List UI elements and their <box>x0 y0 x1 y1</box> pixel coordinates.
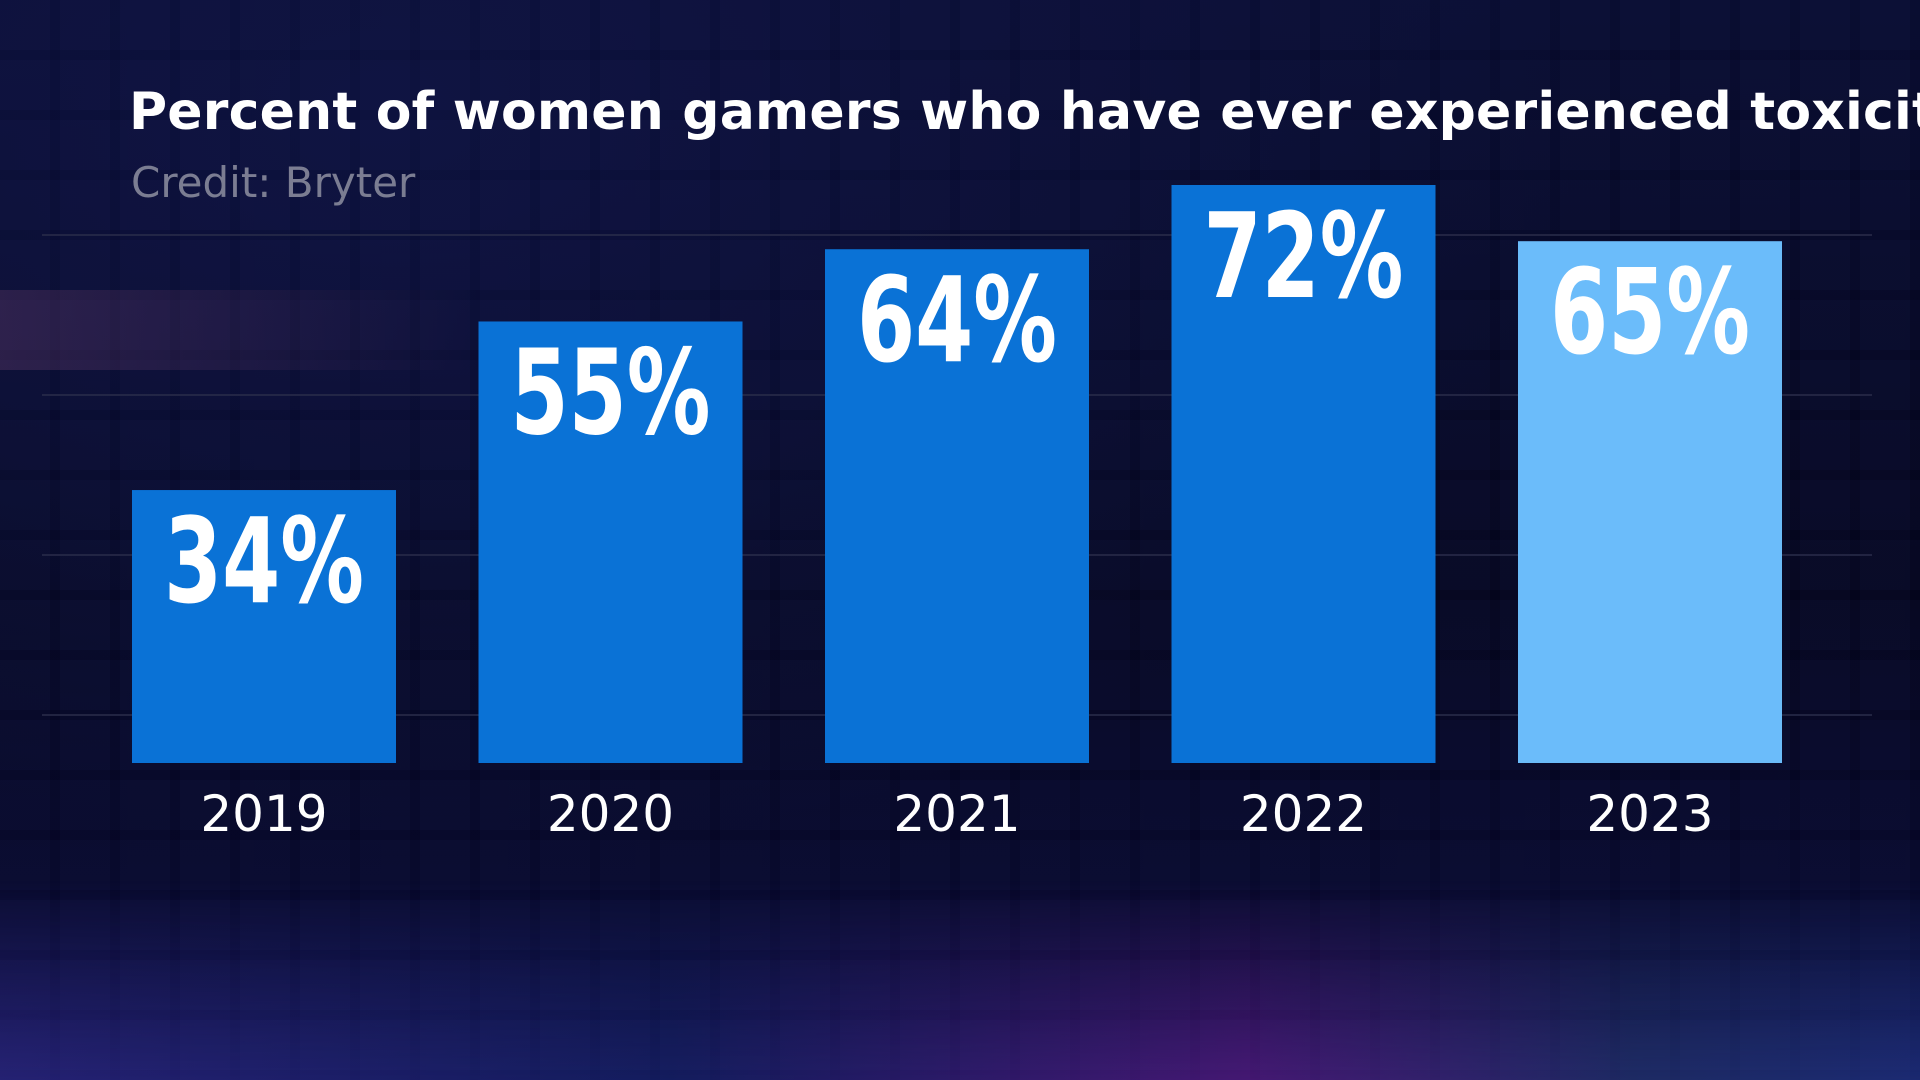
value-label-2023: 65% <box>1550 243 1750 381</box>
chart-title: Percent of women gamers who have ever ex… <box>129 82 1920 142</box>
year-labels: 2019 2020 2021 2022 2023 <box>200 785 1713 843</box>
bar-2023 <box>1518 241 1782 763</box>
chart-credit: Credit: Bryter <box>131 158 416 207</box>
bars <box>132 185 1782 763</box>
bottom-glow <box>0 880 1920 1080</box>
value-labels: 34% 55% 64% 72% 65% <box>164 187 1750 630</box>
value-label-2019: 34% <box>164 492 364 630</box>
year-label-2020: 2020 <box>547 785 674 843</box>
year-label-2022: 2022 <box>1240 785 1367 843</box>
bar-2022 <box>1171 185 1436 763</box>
value-label-2020: 55% <box>511 323 711 461</box>
year-label-2023: 2023 <box>1586 785 1713 843</box>
background-glow <box>0 290 480 370</box>
value-label-2022: 72% <box>1204 187 1404 325</box>
value-label-2021: 64% <box>857 251 1057 389</box>
year-label-2021: 2021 <box>893 785 1020 843</box>
year-label-2019: 2019 <box>200 785 327 843</box>
bar-2019 <box>132 490 396 763</box>
bar-2021 <box>825 249 1089 763</box>
bar-2020 <box>478 321 743 763</box>
